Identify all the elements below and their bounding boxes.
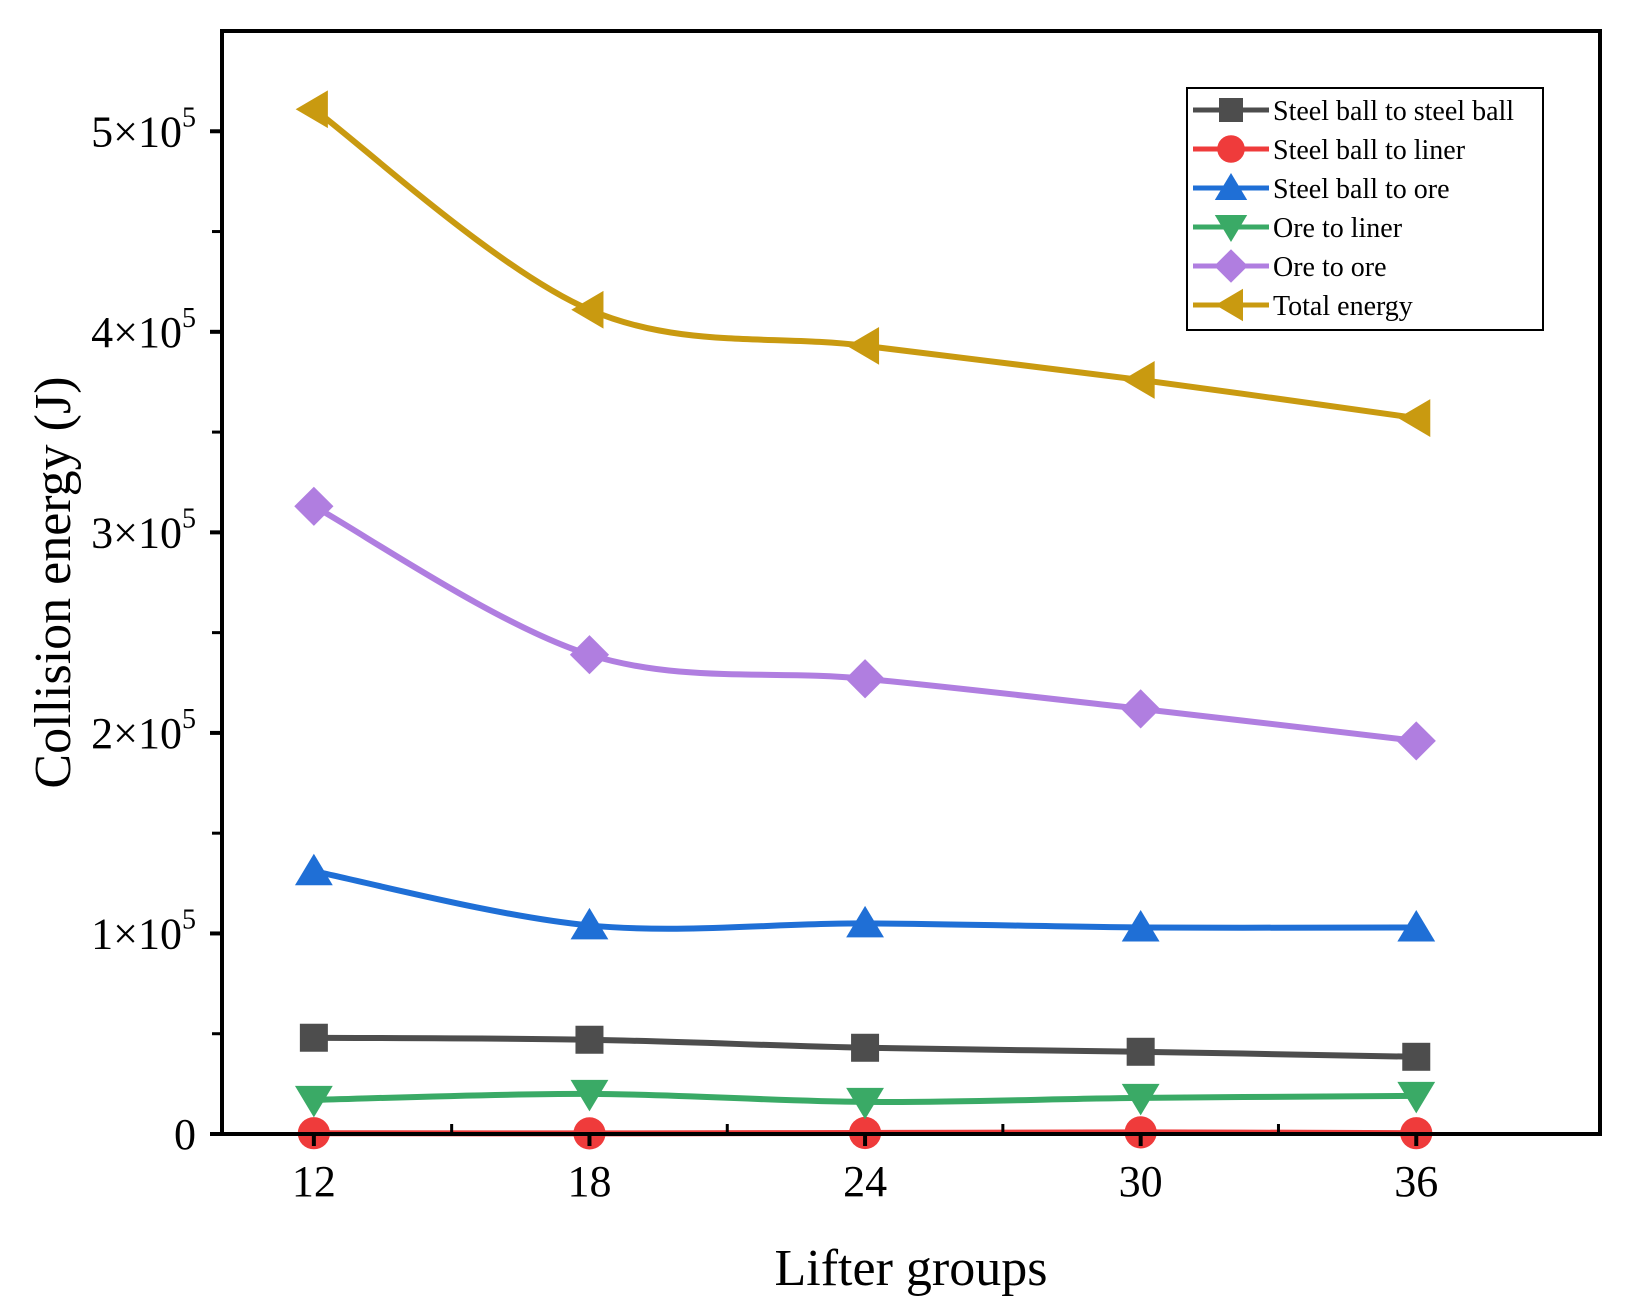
series-line [312,503,1417,744]
data-point [570,1079,609,1112]
data-point [1402,1042,1431,1071]
legend-box [1186,87,1544,331]
legend-marker [1219,98,1243,122]
data-point [294,486,334,526]
data-point [1122,361,1155,399]
legend-entry: Ore to ore [1193,249,1387,283]
series-ore-to-liner [294,1079,1436,1120]
legend-label: Steel ball to steel ball [1273,96,1514,127]
data-point [1397,909,1436,942]
data-point [1398,399,1431,437]
data-point [299,1023,328,1052]
data-point [1121,689,1161,729]
series-steel-ball-to-steel-ball [299,1023,1431,1071]
legend-label: Ore to liner [1273,213,1403,244]
x-axis-title: Lifter groups [775,1240,1048,1297]
data-point [570,907,609,940]
y-tick-label: 2×105 [91,704,196,758]
data-point [1121,1083,1160,1116]
legend-label: Ore to ore [1273,252,1387,283]
y-tick-label: 5×105 [91,102,196,156]
legend-marker [1217,135,1245,163]
series-steel-ball-to-ore [294,853,1436,942]
plot-frame [220,29,1602,1136]
y-axis-title: Collision energy (J) [25,376,82,788]
x-tick-label: 18 [567,1157,611,1206]
data-point [1121,909,1160,942]
data-point [294,853,333,886]
y-tick-label: 3×105 [91,503,196,557]
y-tick-label: 4×105 [91,303,196,357]
data-point [1396,721,1436,761]
data-point [575,1025,604,1054]
x-tick-label: 36 [1394,1157,1438,1206]
x-tick-label: 12 [292,1157,336,1206]
data-point [846,1087,884,1120]
data-point [846,905,884,938]
legend: Steel ball to steel ball Steel ball to li… [1186,87,1544,331]
data-point [569,635,610,675]
data-point [1397,1081,1436,1114]
legend-marker [1215,288,1243,322]
legend-label: Steel ball to ore [1273,174,1450,205]
legend-marker [1214,173,1248,200]
legend-entry: Steel ball to steel ball [1193,96,1514,127]
data-point [851,1033,880,1062]
data-point [845,659,885,699]
y-tick-label: 0 [174,1110,196,1159]
data-point [846,326,880,365]
legend-entry: Steel ball to liner [1193,135,1466,166]
legend-marker [1214,249,1248,283]
series-total-energy [295,90,1431,437]
series-ore-to-ore [294,486,1436,761]
data-point [571,290,604,329]
data-point [1126,1037,1155,1066]
x-tick-label: 24 [843,1157,887,1206]
data-point [294,1085,333,1118]
data-point [295,90,328,129]
legend-marker [1214,215,1248,242]
legend-entry: Steel ball to ore [1193,173,1450,205]
x-tick-label: 30 [1119,1157,1163,1206]
legend-label: Total energy [1273,291,1413,322]
axes-layer: 12 18 24 30 36 0 1×105 2×105 3×105 4×105 5×105 [91,29,1602,1206]
y-tick-label: 1×105 [91,904,196,958]
legend-entry: Total energy [1193,288,1413,322]
legend-entry: Ore to liner [1193,213,1403,244]
legend-label: Steel ball to liner [1273,135,1466,166]
